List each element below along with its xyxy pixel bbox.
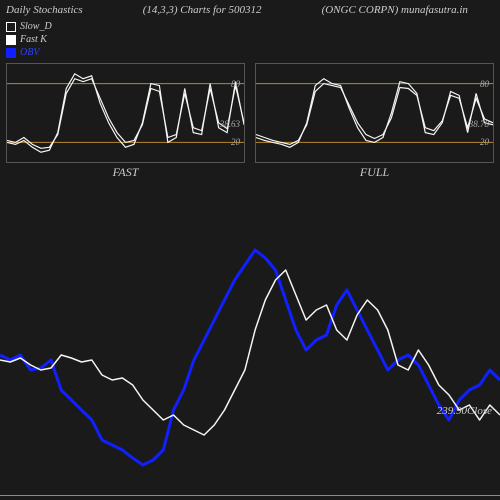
legend-item-obv: OBV [6, 46, 494, 59]
chart-header: Daily Stochastics (14,3,3) Charts for 50… [0, 0, 500, 20]
axis-label-80: 80 [231, 79, 240, 89]
title-left: Daily Stochastics [6, 4, 83, 16]
panel-full: 80 38.78 20 [255, 63, 494, 163]
panel-titles: FAST FULL [0, 163, 500, 180]
swatch-icon [6, 35, 16, 45]
legend-label: Fast K [20, 33, 47, 46]
stochastic-panels: 80 38.63 20 80 38.78 20 [0, 63, 500, 163]
panel-full-svg [256, 64, 493, 162]
axis-label-end: 38.78 [469, 119, 489, 129]
axis-label-20: 20 [231, 137, 240, 147]
legend-label: Slow_D [20, 20, 52, 33]
axis-label-20: 20 [480, 137, 489, 147]
panel-title-full: FULL [255, 165, 494, 180]
swatch-icon [6, 22, 16, 32]
main-chart: 239.90Close [0, 210, 500, 500]
legend-item-fastk: Fast K [6, 33, 494, 46]
legend: Slow_D Fast K OBV [0, 20, 500, 63]
main-chart-svg [0, 210, 500, 500]
title-mid: (14,3,3) Charts for 500312 [143, 4, 262, 16]
panel-fast-svg [7, 64, 244, 162]
axis-label-80: 80 [480, 79, 489, 89]
swatch-icon [6, 48, 16, 58]
title-right: (ONGC CORPN) munafasutra.in [322, 4, 468, 16]
panel-fast: 80 38.63 20 [6, 63, 245, 163]
panel-title-fast: FAST [6, 165, 245, 180]
axis-label-end: 38.63 [220, 119, 240, 129]
legend-label: OBV [20, 46, 39, 59]
close-price-label: 239.90Close [437, 405, 492, 417]
legend-item-slowd: Slow_D [6, 20, 494, 33]
bottom-gridline [0, 495, 500, 496]
